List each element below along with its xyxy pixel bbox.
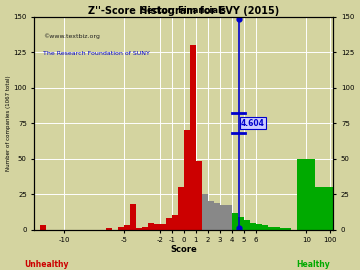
Title: Z''-Score Histogram for EVY (2015): Z''-Score Histogram for EVY (2015)	[88, 6, 279, 16]
Bar	[244, 220, 249, 229]
Bar	[315, 187, 333, 230]
Bar	[214, 203, 220, 230]
Bar	[226, 205, 232, 230]
Bar	[106, 228, 112, 230]
Bar	[202, 194, 208, 230]
Bar	[184, 130, 190, 230]
Bar	[178, 187, 184, 230]
Bar	[274, 227, 279, 229]
Bar	[142, 227, 148, 229]
Text: 4.604: 4.604	[241, 119, 265, 128]
X-axis label: Score: Score	[171, 245, 197, 254]
Bar	[262, 225, 267, 230]
Bar	[190, 45, 196, 230]
Text: ©www.textbiz.org: ©www.textbiz.org	[44, 34, 100, 39]
Text: Sector: Financials: Sector: Financials	[141, 5, 226, 15]
Bar	[196, 161, 202, 230]
Bar	[172, 215, 178, 230]
Bar	[130, 204, 136, 230]
Bar	[232, 212, 238, 230]
Bar	[160, 224, 166, 230]
Bar	[166, 218, 172, 230]
Bar	[208, 201, 214, 230]
Bar	[285, 228, 292, 230]
Y-axis label: Number of companies (1067 total): Number of companies (1067 total)	[5, 75, 10, 171]
Bar	[40, 225, 46, 230]
Bar	[220, 205, 226, 230]
Bar	[297, 158, 315, 230]
Bar	[267, 227, 274, 229]
Bar	[136, 228, 142, 230]
Bar	[154, 224, 160, 230]
Text: Unhealthy: Unhealthy	[24, 260, 69, 269]
Bar	[256, 224, 262, 230]
Bar	[249, 222, 256, 230]
Bar	[279, 228, 285, 230]
Text: Healthy: Healthy	[296, 260, 330, 269]
Bar	[118, 227, 124, 229]
Text: The Research Foundation of SUNY: The Research Foundation of SUNY	[44, 51, 150, 56]
Bar	[148, 222, 154, 230]
Bar	[238, 217, 244, 229]
Bar	[124, 225, 130, 230]
